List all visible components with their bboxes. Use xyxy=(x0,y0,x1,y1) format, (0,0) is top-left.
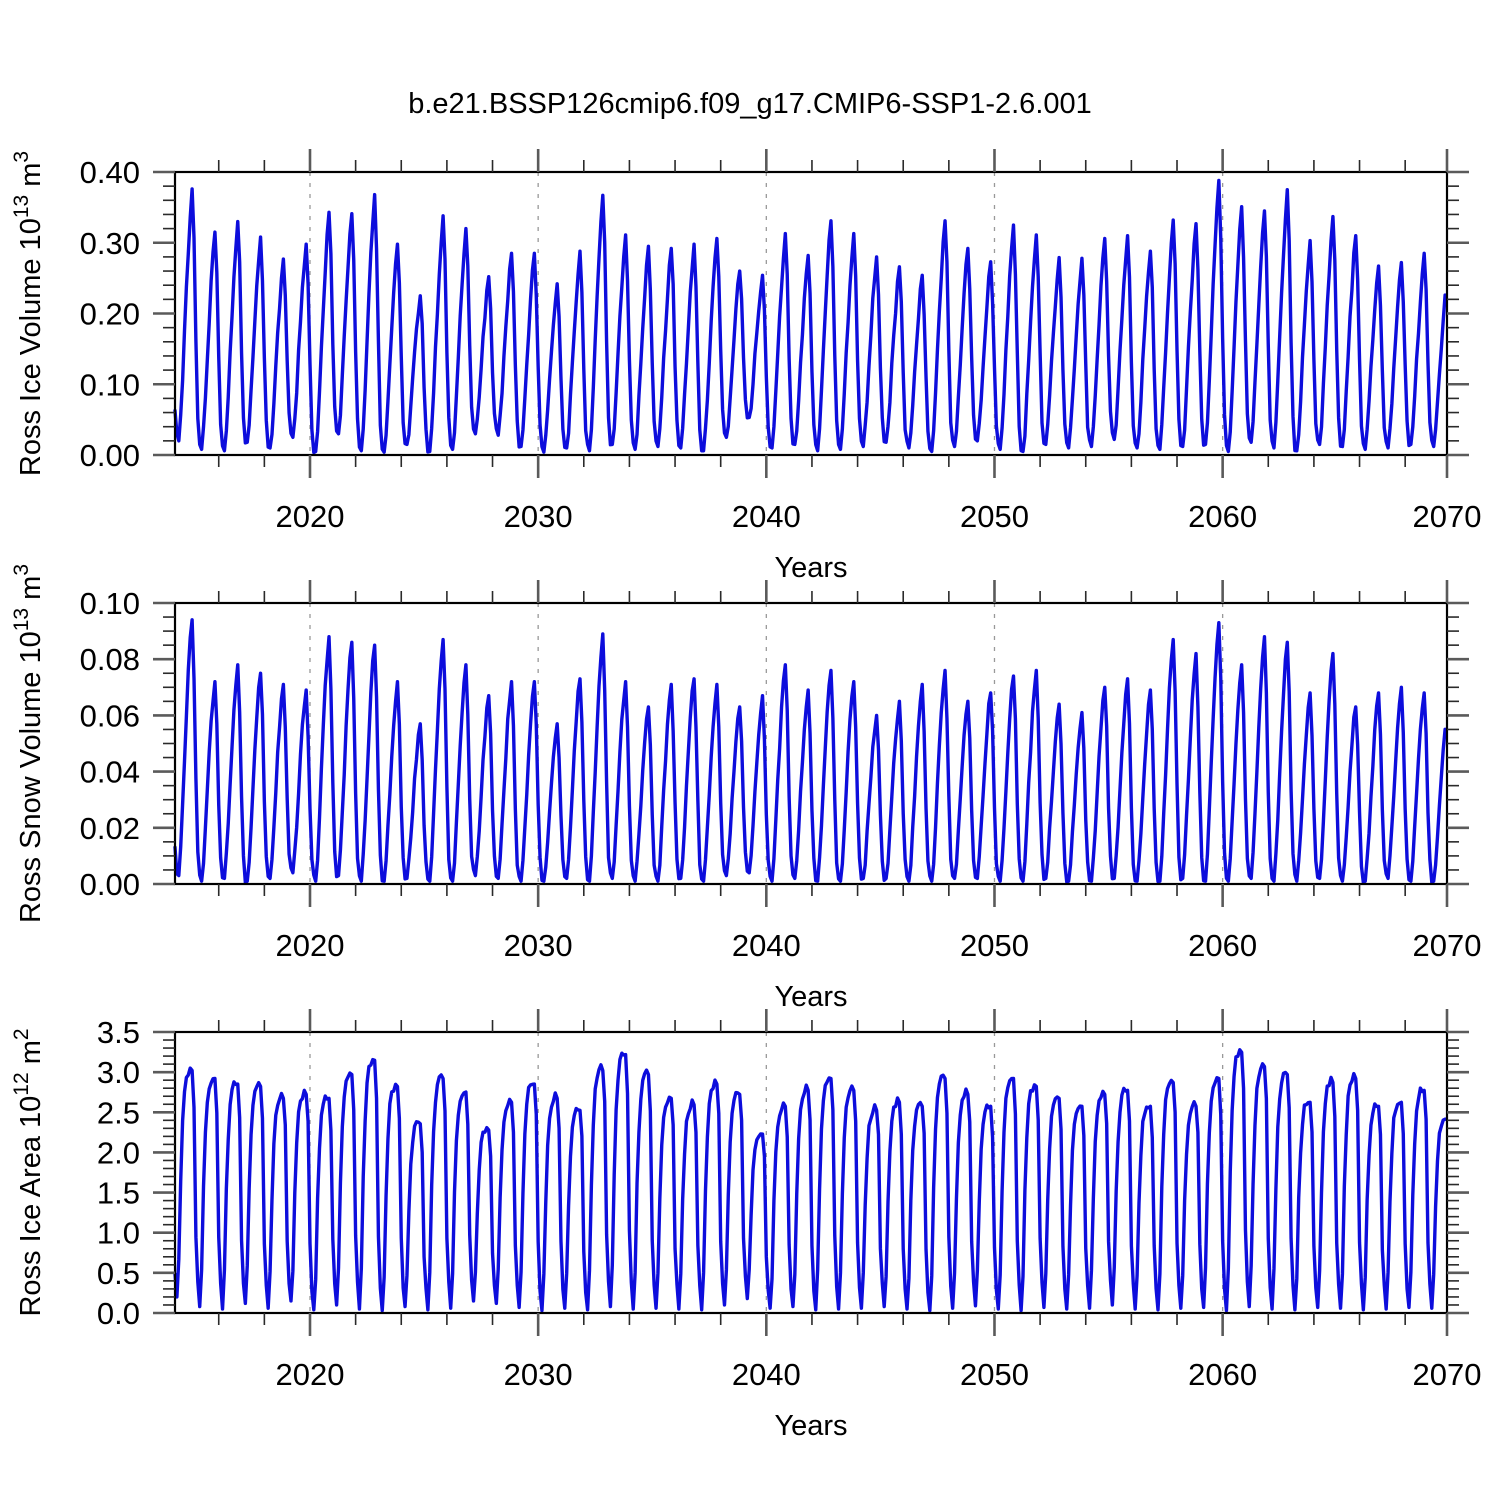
x-tick-label: 2060 xyxy=(1188,499,1257,534)
y-axis-title: Ross Snow Volume 1013 m3 xyxy=(10,564,47,923)
data-line-ross-snow-volume xyxy=(173,618,1447,885)
plot-frame xyxy=(173,1030,1449,1315)
y-tick-label: 2.5 xyxy=(97,1095,140,1130)
x-tick-label: 2020 xyxy=(276,1357,345,1392)
y-tick-label: 0.08 xyxy=(80,642,140,677)
y-axis-title-superscript: 2 xyxy=(10,1028,33,1040)
y-tick-label: 0.10 xyxy=(80,367,140,402)
y-axis-title-text: Ross Ice Volume 10 xyxy=(15,218,47,476)
y-tick-label: 0.02 xyxy=(80,811,140,846)
x-tick-label: 2040 xyxy=(732,1357,801,1392)
y-axis-title-text: m xyxy=(15,1040,47,1072)
data-line-ross-ice-area xyxy=(173,1048,1447,1313)
x-tick-label: 2070 xyxy=(1413,928,1482,963)
x-tick-label: 2070 xyxy=(1413,1357,1482,1392)
y-tick-label: 1.5 xyxy=(97,1176,140,1211)
y-tick-label: 0.06 xyxy=(80,698,140,733)
y-axis-title-superscript: 3 xyxy=(10,564,33,576)
y-tick-label: 0.5 xyxy=(97,1256,140,1291)
y-tick-label: 0.00 xyxy=(80,438,140,473)
y-axis-title-superscript: 13 xyxy=(10,195,33,218)
x-tick-label: 2040 xyxy=(732,499,801,534)
x-tick-label: 2030 xyxy=(504,499,573,534)
x-tick-label: 2020 xyxy=(276,928,345,963)
panel-ross-ice-area: 2020 2030 2040 2050 2060 2070 0.0 0.5 1.0 1.5 2.0 2… xyxy=(10,1009,1481,1442)
figure-title: b.e21.BSSP126cmip6.f09_g17.CMIP6-SSP1-2.… xyxy=(408,88,1092,120)
y-tick-label: 0.10 xyxy=(80,586,140,621)
y-tick-label: 0.00 xyxy=(80,867,140,902)
y-tick-label: 3.0 xyxy=(97,1055,140,1090)
y-axis-title-superscript: 3 xyxy=(10,151,33,163)
y-tick-label: 0.0 xyxy=(97,1296,140,1331)
y-tick-label: 0.40 xyxy=(80,155,140,190)
y-axis-title-text: Ross Ice Area 10 xyxy=(15,1096,47,1317)
x-tick-label: 2050 xyxy=(960,499,1029,534)
y-tick-label: 3.5 xyxy=(97,1015,140,1050)
y-tick-label: 2.0 xyxy=(97,1135,140,1170)
y-tick-label: 0.04 xyxy=(80,755,140,790)
panel-ross-ice-volume: 2020 2030 2040 2050 2060 2070 0.00 0.10 0.20 0.30… xyxy=(10,149,1481,584)
y-axis-title: Ross Ice Area 1012 m2 xyxy=(10,1028,47,1316)
y-tick-label: 0.20 xyxy=(80,297,140,332)
x-axis-title: Years xyxy=(774,1410,847,1442)
panel-ross-snow-volume: 2020 2030 2040 2050 2060 2070 0.00 0.02 0.04 0.06… xyxy=(10,564,1481,1013)
x-tick-label: 2060 xyxy=(1188,928,1257,963)
x-tick-label: 2050 xyxy=(960,928,1029,963)
x-tick-label: 2070 xyxy=(1413,499,1482,534)
y-tick-label: 0.30 xyxy=(80,226,140,261)
y-axis-title-text: m xyxy=(15,576,47,608)
y-axis-title: Ross Ice Volume 1013 m3 xyxy=(10,151,47,476)
x-tick-label: 2030 xyxy=(504,1357,573,1392)
x-tick-label: 2040 xyxy=(732,928,801,963)
panels-group: 2020 2030 2040 2050 2060 2070 0.00 0.10 0.20 0.30… xyxy=(10,149,1481,1442)
y-axis-title-superscript: 12 xyxy=(10,1072,33,1095)
y-axis-title-superscript: 13 xyxy=(10,608,33,631)
x-axis-title: Years xyxy=(774,981,847,1013)
x-tick-label: 2050 xyxy=(960,1357,1029,1392)
y-axis-title-text: Ross Snow Volume 10 xyxy=(15,631,47,923)
x-tick-label: 2030 xyxy=(504,928,573,963)
y-axis-title-text: m xyxy=(15,163,47,195)
x-tick-label: 2060 xyxy=(1188,1357,1257,1392)
x-axis-title: Years xyxy=(774,552,847,584)
x-tick-label: 2020 xyxy=(276,499,345,534)
data-line-ross-ice-volume xyxy=(173,178,1447,455)
y-tick-label: 1.0 xyxy=(97,1216,140,1251)
